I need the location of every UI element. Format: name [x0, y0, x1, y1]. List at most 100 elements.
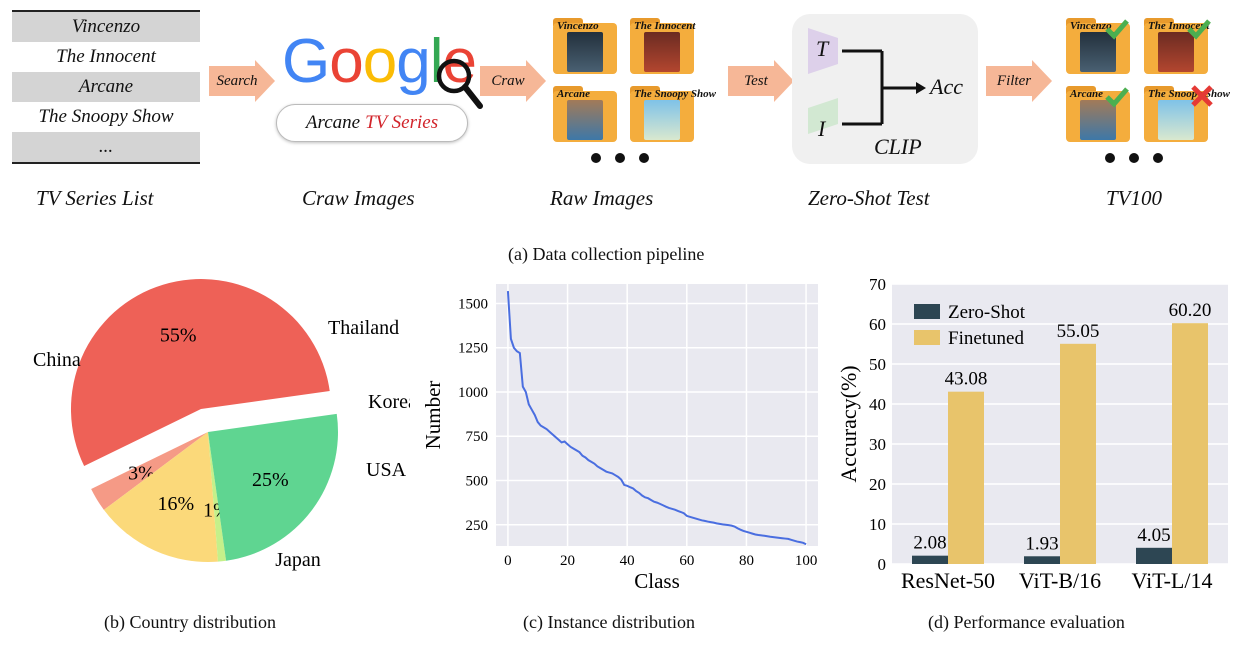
y-tick-label: 70 — [869, 275, 886, 294]
pie-country-label: Thailand — [328, 317, 399, 339]
legend-label: Finetuned — [948, 328, 1024, 349]
instance-series-line — [506, 291, 807, 546]
bar-zero-shot — [1024, 556, 1060, 564]
thumbnail-label: Arcane — [557, 88, 590, 100]
y-tick-label: 20 — [869, 475, 886, 494]
x-tick-label: 60 — [679, 553, 694, 569]
pie-slice-china — [70, 279, 330, 467]
list-top-rule — [12, 10, 200, 12]
raw-image-thumbnail: Arcane — [553, 86, 617, 142]
arrow-label: Search — [216, 72, 258, 89]
craw-arrow: Craw — [480, 60, 546, 102]
bar-value-label: 60.20 — [1169, 300, 1212, 321]
check-icon — [1186, 18, 1212, 45]
x-tick-label: ViT-B/16 — [1019, 568, 1101, 593]
x-tick-label: ResNet-50 — [901, 568, 995, 593]
list-item: Vincenzo — [12, 12, 200, 42]
bar-zero-shot — [912, 555, 948, 564]
pie-country-label: Korea — [368, 391, 410, 413]
legend-label: Zero-Shot — [948, 302, 1026, 323]
stage-label: Craw Images — [302, 186, 415, 210]
arrow-label: Test — [744, 72, 768, 89]
image-encoder-label: I — [818, 116, 826, 141]
pie-slice-thailand — [91, 432, 208, 510]
bar-value-label: 1.93 — [1025, 533, 1058, 554]
search-query-highlight: TV Series — [365, 112, 439, 133]
pie-pct-label: 25% — [252, 469, 289, 491]
y-tick-label: 50 — [869, 355, 886, 374]
plot-area — [496, 284, 818, 546]
thumbnail-label: The Snoopy Show — [1148, 88, 1230, 100]
thumbnail-label: The Innocent — [634, 20, 696, 32]
tv-series-list: Vincenzo The Innocent Arcane The Snoopy … — [12, 10, 200, 164]
pie-slice-usa — [208, 432, 227, 562]
accuracy-bar-chart: 0 10 20 30 40 50 60 70 2.08 43.08 ResNet-50 1.93 55.… — [836, 275, 1228, 593]
pie-pct-label: 16% — [157, 493, 194, 515]
caption-c: (c) Instance distribution — [523, 612, 695, 632]
bar-value-label: 43.08 — [945, 369, 988, 390]
y-tick-label: 10 — [869, 515, 886, 534]
arrow-label: Craw — [491, 72, 525, 89]
clip-label: CLIP — [874, 134, 922, 159]
pie-slice-japan — [208, 413, 339, 561]
pie-country-label: China — [33, 349, 81, 371]
check-icon — [1104, 86, 1130, 113]
y-tick-label: 1000 — [458, 385, 488, 401]
bar-value-label: 2.08 — [913, 533, 946, 554]
more-dots-icon — [590, 148, 660, 173]
bar-finetuned — [948, 391, 984, 564]
bar-zero-shot — [1136, 547, 1172, 564]
y-tick-label: 60 — [869, 315, 886, 334]
stage-label: TV Series List — [36, 186, 154, 210]
y-tick-label: 500 — [466, 474, 489, 490]
y-tick-label: 1500 — [458, 296, 488, 312]
thumbnail-label: Arcane — [1070, 88, 1103, 100]
list-item: The Snoopy Show — [38, 106, 174, 127]
x-axis-title: Class — [634, 569, 680, 593]
y-tick-label: 1250 — [458, 341, 488, 357]
pie-slice-korea — [103, 432, 218, 562]
thumbnail-label: The Snoopy Show — [634, 88, 716, 100]
search-icon — [434, 56, 484, 119]
raw-image-thumbnail: The Snoopy Show — [630, 86, 716, 142]
y-axis-title: Accuracy(%) — [836, 365, 861, 482]
x-tick-label: 20 — [560, 553, 575, 569]
arrow-label: Filter — [996, 72, 1032, 89]
x-tick-label: ViT-L/14 — [1132, 568, 1213, 593]
bar-value-label: 55.05 — [1057, 321, 1100, 342]
search-query: Arcane — [305, 112, 361, 133]
caption-b: (b) Country distribution — [104, 612, 276, 632]
search-arrow: Search — [209, 60, 275, 102]
filtered-image-thumbnail: Arcane — [1066, 86, 1130, 142]
caption-a: (a) Data collection pipeline — [508, 244, 705, 264]
list-item: The Innocent — [56, 46, 156, 67]
y-tick-label: 30 — [869, 435, 886, 454]
legend-swatch — [914, 330, 940, 345]
x-tick-label: 80 — [739, 553, 754, 569]
pie-country-label: Japan — [275, 549, 321, 571]
list-item: Arcane — [12, 72, 200, 102]
pie-country-label: USA — [366, 459, 407, 481]
x-tick-label: 0 — [504, 553, 512, 569]
bar-finetuned — [1060, 343, 1096, 564]
search-query-box: Arcane TV Series — [276, 104, 468, 142]
acc-label: Acc — [930, 74, 963, 99]
instance-line-chart: 0 20 40 60 80 100 250 500 750 1000 1250 1500 Class Nu… — [421, 284, 818, 593]
filtered-image-thumbnail: Vincenzo — [1066, 18, 1130, 74]
pie-pct-label: 55% — [160, 324, 197, 346]
list-item: ... — [12, 132, 200, 162]
thumbnail-label: Vincenzo — [1070, 20, 1112, 32]
google-logo: Google — [282, 27, 477, 96]
y-tick-label: 40 — [869, 395, 886, 414]
bar-finetuned — [1172, 323, 1208, 564]
check-icon — [1104, 18, 1130, 45]
more-dots-icon — [1104, 148, 1174, 173]
stage-label: Zero-Shot Test — [808, 186, 930, 210]
stage-label: TV100 — [1106, 186, 1163, 210]
clip-diagram — [792, 14, 978, 169]
text-encoder-label: T — [816, 36, 829, 61]
thumbnail-label: The Innocent — [1148, 20, 1210, 32]
raw-image-thumbnail: Vincenzo — [553, 18, 617, 74]
y-tick-label: 750 — [466, 429, 489, 445]
